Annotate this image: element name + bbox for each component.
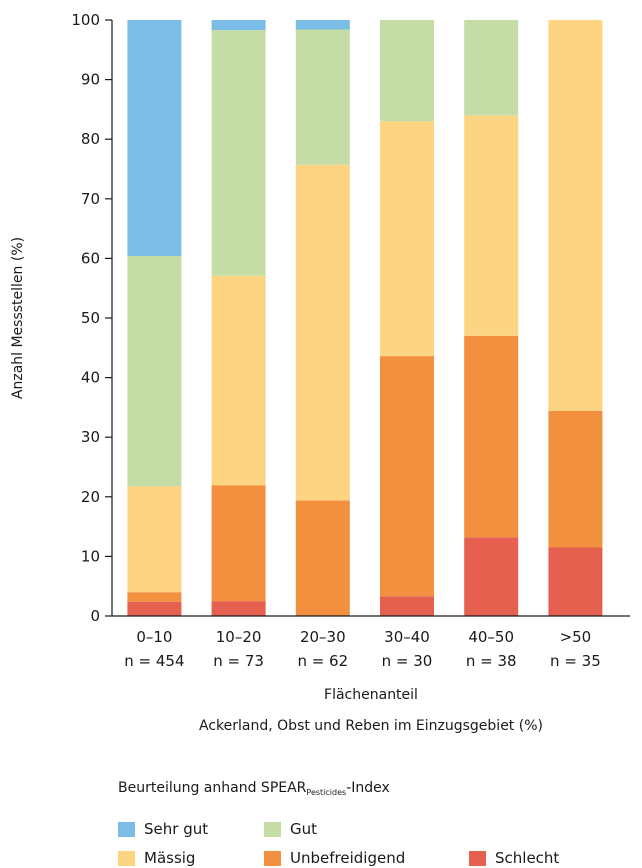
y-tick-label: 0 (90, 607, 100, 625)
bar-segment-massig-4 (464, 115, 519, 336)
bar-segment-gut-2 (295, 29, 350, 165)
x-ticks-group: 0–10 n = 454 10–20 n = 73 20–30 n = 62 30–40 n … (124, 628, 600, 670)
x-tick-count-label: n = 30 (382, 652, 433, 670)
x-tick-label: 10–20 (216, 628, 262, 646)
y-tick-label: 100 (71, 11, 100, 29)
x-tick-label: >50 (560, 628, 592, 646)
legend-swatch (118, 821, 135, 837)
bar-segment-sehr-gut-0 (127, 20, 182, 256)
bar-segment-schlecht-1 (211, 601, 266, 616)
y-tick-label: 60 (81, 249, 100, 267)
legend-label: Unbefreidigend (290, 849, 406, 867)
x-tick-label: 0–10 (136, 628, 172, 646)
legend-swatch (264, 850, 281, 866)
bars-group (127, 20, 603, 616)
y-tick-label: 90 (81, 71, 100, 89)
x-tick-count-label: n = 62 (297, 652, 348, 670)
bar-segment-schlecht-0 (127, 601, 182, 616)
y-axis-title: Anzahl Messstellen (%) (10, 237, 26, 399)
legend-swatch (469, 850, 486, 866)
bar-segment-sehr-gut-1 (211, 20, 266, 31)
bar-segment-gut-4 (464, 20, 519, 116)
x-tick-label: 40–50 (468, 628, 514, 646)
x-axis-title-line1: Flächenanteil (324, 687, 418, 703)
legend-label: Sehr gut (144, 820, 209, 838)
x-tick-count-label: n = 454 (124, 652, 184, 670)
bar-segment-massig-0 (127, 486, 182, 593)
y-tick-label: 20 (81, 488, 100, 506)
y-tick-label: 70 (81, 190, 100, 208)
stacked-bar-chart: 0 10 20 30 40 50 60 70 80 90 100 0–10 n = 454 10–20 n… (10, 11, 630, 734)
bar-segment-massig-3 (380, 121, 434, 357)
bar-segment-unbefreidigend-0 (127, 592, 182, 602)
bar-segment-massig-2 (295, 164, 350, 501)
bar-segment-unbefreidigend-5 (548, 411, 603, 548)
bar-segment-unbefreidigend-3 (380, 356, 434, 597)
legend-title-suffix: -Index (346, 780, 390, 796)
y-tick-label: 10 (81, 547, 100, 565)
bar-segment-schlecht-4 (464, 537, 519, 616)
y-tick-label: 50 (81, 309, 100, 327)
bar-segment-unbefreidigend-4 (464, 335, 519, 538)
x-axis-title-line2: Ackerland, Obst und Reben im Einzugsgebi… (199, 718, 543, 734)
bar-segment-sehr-gut-2 (295, 20, 350, 30)
legend-label: Mässig (144, 849, 196, 867)
bar-segment-massig-5 (548, 20, 603, 411)
bar-segment-unbefreidigend-1 (211, 485, 266, 602)
y-tick-label: 30 (81, 428, 100, 446)
bar-segment-gut-0 (127, 256, 182, 487)
legend-item-sehr-gut: Sehr gut (118, 820, 208, 838)
x-tick-count-label: n = 35 (550, 652, 601, 670)
legend-title-prefix: Beurteilung anhand SPEAR (118, 780, 307, 796)
y-ticks-group: 0 10 20 30 40 50 60 70 80 90 100 (71, 11, 112, 625)
legend-title: Beurteilung anhand SPEARPesticides-Index (118, 780, 390, 797)
x-tick-count-label: n = 73 (213, 652, 264, 670)
bar-segment-gut-3 (380, 20, 434, 122)
legend-swatch (264, 821, 281, 837)
bar-segment-unbefreidigend-2 (295, 500, 350, 616)
y-tick-label: 40 (81, 369, 100, 387)
bar-segment-massig-1 (211, 275, 266, 486)
bar-segment-schlecht-3 (380, 596, 434, 616)
bar-segment-gut-1 (211, 30, 266, 276)
x-tick-count-label: n = 38 (466, 652, 517, 670)
x-tick-label: 20–30 (300, 628, 346, 646)
legend-label: Schlecht (495, 849, 560, 867)
legend-title-subscript: Pesticides (306, 788, 347, 797)
legend-item-unbefreidigend: Unbefreidigend (264, 849, 405, 867)
legend-item-massig: Mässig (118, 849, 195, 867)
legend-label: Gut (290, 820, 318, 838)
y-tick-label: 80 (81, 130, 100, 148)
legend-swatch (118, 850, 135, 866)
x-tick-label: 30–40 (384, 628, 430, 646)
legend-item-gut: Gut (264, 820, 317, 838)
legend-item-schlecht: Schlecht (469, 849, 559, 867)
bar-segment-schlecht-5 (548, 547, 603, 616)
